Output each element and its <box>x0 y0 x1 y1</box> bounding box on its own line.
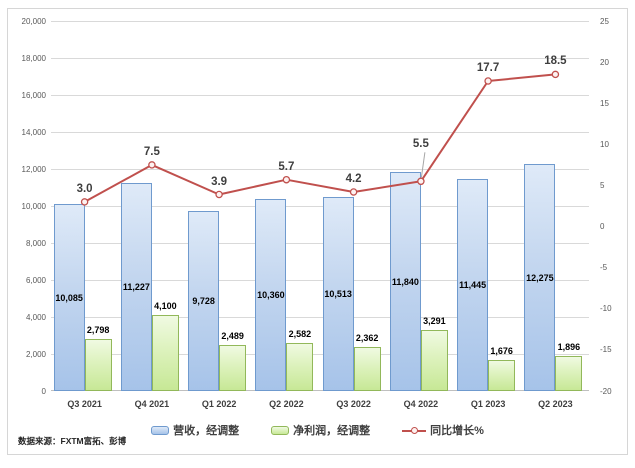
net-profit-bar <box>84 339 112 391</box>
yoy-growth-value-label: 4.2 <box>345 173 362 185</box>
right-axis-tick-label: -5 <box>600 263 608 273</box>
net-profit-value-label: 2,362 <box>355 333 379 344</box>
legend-label-net-profit: 净利润，经调整 <box>293 425 371 437</box>
x-axis-category-label: Q4 2021 <box>134 399 170 409</box>
revenue-value-label: 12,275 <box>526 272 554 283</box>
left-axis-tick-label: 18,000 <box>21 53 46 63</box>
revenue-swatch-icon <box>151 425 170 435</box>
yoy-growth-line-marker-icon <box>402 426 427 435</box>
left-axis-tick-label: 0 <box>41 386 46 396</box>
revenue-value-label: 10,360 <box>257 290 285 301</box>
chart-container: 10,085 11,227 9,728 10,360 10,513 11,840 11,44… <box>7 8 628 455</box>
legend: 营收，经调整 净利润，经调整 同比增长% <box>8 422 627 438</box>
right-axis-tick-label: 20 <box>600 57 609 67</box>
left-axis-tick-label: 16,000 <box>21 90 46 100</box>
net-profit-bar <box>353 347 381 391</box>
net-profit-value-label: 2,489 <box>221 331 244 341</box>
legend-label-revenue: 营收，经调整 <box>173 425 240 437</box>
yoy-growth-value-label: 18.5 <box>544 55 567 68</box>
net-profit-value-label: 3,291 <box>423 316 446 327</box>
x-axis-category-label: Q2 2023 <box>538 399 573 409</box>
net-profit-value-label: 2,582 <box>288 329 312 340</box>
net-profit-bar <box>420 330 448 391</box>
left-axis-tick-label: 10,000 <box>21 201 46 211</box>
x-axis-category-label: Q2 2022 <box>269 399 304 409</box>
revenue-bar <box>322 196 354 391</box>
gridline <box>51 280 589 281</box>
yoy-growth-value-label: 3.9 <box>211 175 228 188</box>
yoy-growth-value-label: 7.5 <box>143 145 160 158</box>
net-profit-bar <box>286 343 314 391</box>
left-axis-tick-label: 4,000 <box>25 312 46 322</box>
yoy-growth-value-label: 5.5 <box>412 138 429 151</box>
left-axis-tick-label: 12,000 <box>21 164 46 174</box>
yoy-growth-value-label: 3.0 <box>76 182 93 195</box>
right-axis-tick-label: -20 <box>600 386 612 396</box>
right-axis-tick-label: -15 <box>600 345 612 355</box>
net-profit-bar <box>151 315 179 391</box>
legend-label-yoy-growth: 同比增长% <box>430 425 484 437</box>
gridline <box>51 354 589 355</box>
line-dot-icon <box>411 427 419 434</box>
yoy-growth-value-label: 5.7 <box>278 160 295 173</box>
label-leader-line <box>420 152 426 178</box>
revenue-value-label: 10,085 <box>55 292 83 303</box>
revenue-bar <box>53 204 85 391</box>
right-axis-tick-label: -10 <box>600 304 612 314</box>
left-axis-tick-label: 20,000 <box>21 16 46 26</box>
net-profit-bar <box>219 345 247 391</box>
net-profit-bar <box>555 355 583 391</box>
gridline <box>51 206 589 207</box>
source-note: 数据来源：FXTM富拓、彭博 <box>18 436 127 446</box>
revenue-bar <box>389 172 421 391</box>
right-axis-tick-label: 25 <box>600 16 609 26</box>
net-profit-value-label: 1,896 <box>557 341 581 352</box>
gridline <box>51 243 589 244</box>
x-axis-category-label: Q1 2023 <box>470 399 506 409</box>
right-axis-tick-label: 0 <box>600 222 605 232</box>
gridline <box>51 21 589 22</box>
gridline <box>51 58 589 59</box>
x-axis-category-label: Q3 2021 <box>67 399 102 409</box>
revenue-bar <box>188 211 220 391</box>
plot-area: 10,085 11,227 9,728 10,360 10,513 11,840 11,44… <box>51 21 589 391</box>
x-axis-category-label: Q3 2022 <box>336 399 371 409</box>
revenue-value-label: 11,445 <box>459 280 487 291</box>
net-profit-value-label: 2,798 <box>86 325 110 336</box>
net-profit-value-label: 1,676 <box>490 346 513 356</box>
revenue-value-label: 10,513 <box>324 288 352 299</box>
left-axis-tick-label: 6,000 <box>25 275 46 285</box>
legend-item-net-profit: 净利润，经调整 <box>271 422 370 438</box>
gridline <box>51 317 589 318</box>
revenue-bar <box>457 179 489 391</box>
right-axis-tick-label: 15 <box>600 98 609 108</box>
yoy-growth-value-label: 17.7 <box>476 62 500 74</box>
left-axis-tick-label: 8,000 <box>25 238 46 248</box>
x-axis-category-label: Q1 2022 <box>201 399 237 409</box>
net-profit-swatch-icon <box>271 425 290 435</box>
revenue-bar <box>120 183 152 391</box>
left-axis-tick-label: 14,000 <box>21 127 46 137</box>
gridline <box>51 95 589 96</box>
revenue-value-label: 9,728 <box>192 296 215 306</box>
gridline <box>51 169 589 170</box>
legend-item-yoy-growth: 同比增长% <box>402 422 484 438</box>
right-axis-tick-label: 10 <box>600 139 609 149</box>
right-axis-tick-label: 5 <box>600 180 605 190</box>
gridline <box>51 132 589 133</box>
yoy-growth-line <box>80 70 560 206</box>
x-axis-line <box>51 390 589 391</box>
net-profit-value-label: 4,100 <box>154 301 177 312</box>
net-profit-bar <box>488 360 516 391</box>
revenue-value-label: 11,227 <box>122 282 150 293</box>
legend-item-revenue: 营收，经调整 <box>151 422 239 438</box>
x-axis-category-label: Q4 2022 <box>403 399 439 409</box>
left-axis-tick-label: 2,000 <box>25 349 46 359</box>
revenue-bar <box>524 163 556 391</box>
revenue-value-label: 11,840 <box>391 276 419 287</box>
revenue-bar <box>255 199 287 391</box>
